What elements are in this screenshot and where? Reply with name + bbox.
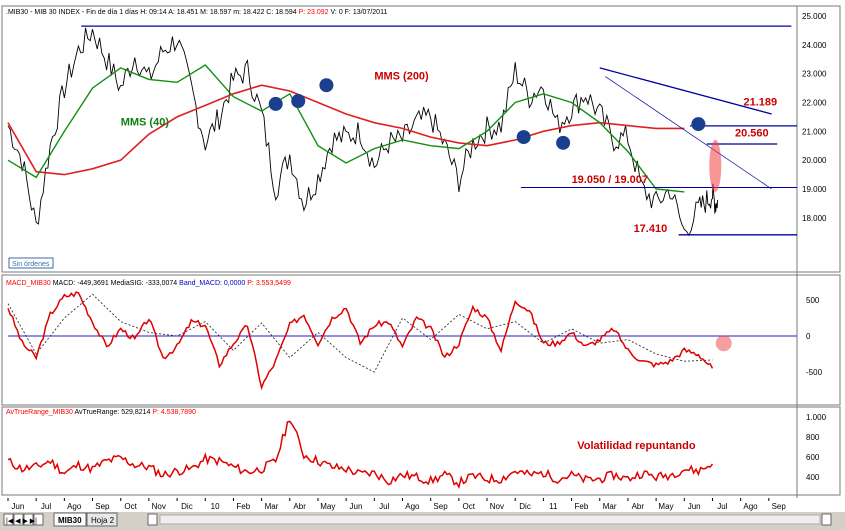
tab-mib30[interactable]: [53, 512, 87, 527]
horizontal-scrollbar[interactable]: [159, 514, 821, 525]
price-ytick-0: 18.000: [802, 214, 827, 223]
atr-ytick-1: 600: [806, 453, 820, 462]
crossover-marker-4: [556, 135, 571, 150]
x-tick-label-9: Mar: [265, 502, 279, 511]
x-tick-label-1: Jul: [41, 502, 51, 511]
tab-mib30-label: MIB30: [58, 516, 82, 525]
tab-hoja2[interactable]: [86, 512, 118, 527]
atr-annotation: Volatilidad repuntando: [577, 440, 696, 452]
x-tick-label-27: Sep: [772, 502, 787, 511]
axis-layer: Jun Jul Ago Sep Oct Nov Dic 10 Feb Mar Abr May Jun Ju…: [7, 498, 787, 511]
macd-layer: 500 0 -500: [7, 291, 823, 391]
crossover-marker-1: [291, 94, 306, 109]
price-annotation-4: 19.050 / 19.007: [572, 174, 648, 186]
nav-last-button[interactable]: [33, 513, 44, 526]
macd-signal-line: [7, 293, 713, 373]
x-tick-label-0: Jun: [11, 502, 24, 511]
price-annotation-3: 20.560: [735, 128, 769, 140]
price-ytick-5: 23.000: [802, 70, 827, 79]
orders-box[interactable]: [8, 257, 54, 269]
tab-hoja2-label: Hoja 2: [91, 516, 115, 525]
x-tick-label-17: Nov: [490, 502, 504, 511]
x-tick-label-23: May: [658, 502, 673, 511]
price-ytick-1: 19.000: [802, 185, 827, 194]
orders-label: Sin órdenes: [12, 261, 50, 268]
macd-line: [7, 291, 714, 391]
x-tick-label-10: Abr: [293, 502, 306, 511]
x-tick-label-25: Jul: [717, 502, 727, 511]
falling-trendline-thin: [605, 76, 772, 190]
x-tick-label-24: Jun: [688, 502, 701, 511]
macd-ytick-1: 0: [806, 332, 811, 341]
atr-header: AvTrueRange_MIB30 AvTrueRange: 529,8214 …: [6, 409, 196, 416]
price-annotation-2: 21.189: [743, 96, 777, 108]
price-ytick-7: 25.000: [802, 12, 827, 21]
x-tick-label-22: Abr: [632, 502, 645, 511]
price-annotation-5: 17.410: [634, 223, 668, 235]
price-annotation-0: MMS (200): [374, 70, 429, 82]
atr-layer: Volatilidad repuntando 400 600 800 1.000: [7, 413, 827, 489]
x-tick-label-15: Sep: [433, 502, 448, 511]
x-tick-label-6: Dic: [181, 502, 193, 511]
crossover-marker-2: [319, 78, 334, 93]
price-highlight-ellipse: [709, 139, 722, 192]
x-tick-label-26: Ago: [743, 502, 758, 511]
falling-trendline: [599, 67, 772, 115]
x-tick-label-7: 10: [211, 502, 220, 511]
macd-ytick-2: -500: [806, 368, 823, 377]
x-tick-label-18: Dic: [519, 502, 531, 511]
x-tick-label-16: Oct: [462, 502, 475, 511]
atr-line: [7, 420, 714, 489]
price-annotation-1: MMS (40): [121, 117, 170, 129]
x-tick-label-19: 11: [549, 502, 558, 511]
macd-pane: [1, 274, 841, 406]
scroll-left-button[interactable]: [147, 513, 158, 526]
price-layer: MMS (200) MMS (40) 21.189 20.560 19.050 / 19…: [7, 12, 827, 237]
nav-first-button[interactable]: [3, 513, 14, 526]
x-tick-label-12: Jun: [350, 502, 363, 511]
x-tick-label-21: Mar: [603, 502, 617, 511]
svg-text:|◀ ◀ ▶ ▶|: |◀ ◀ ▶ ▶|: [6, 518, 37, 525]
macd-header: MACD_MIB30 MACD: -449,3691 MediaSIG: -33…: [6, 280, 291, 287]
price-ytick-2: 20.000: [802, 156, 827, 165]
price-pane: [1, 5, 841, 273]
x-tick-label-13: Jul: [379, 502, 389, 511]
x-tick-label-5: Nov: [152, 502, 166, 511]
crossover-marker-5: [691, 117, 706, 132]
macd-highlight-circle: [715, 335, 732, 352]
atr-ytick-3: 1.000: [806, 413, 827, 422]
crossover-marker-3: [516, 130, 531, 145]
price-ytick-6: 24.000: [802, 41, 827, 50]
x-tick-label-8: Feb: [236, 502, 250, 511]
scroll-right-button[interactable]: [821, 513, 832, 526]
sma40-line: [7, 64, 685, 193]
nav-next-button[interactable]: [23, 513, 34, 526]
sma200-line: [7, 84, 685, 176]
tab-nav-buttons[interactable]: |◀ ◀ ▶ ▶|: [3, 513, 44, 526]
nav-prev-button[interactable]: [13, 513, 24, 526]
x-tick-label-11: May: [320, 502, 335, 511]
price-series-line: [7, 27, 719, 237]
x-tick-label-3: Sep: [95, 502, 110, 511]
x-tick-label-14: Ago: [405, 502, 420, 511]
atr-ytick-0: 400: [806, 473, 820, 482]
x-tick-label-20: Feb: [575, 502, 589, 511]
crossover-marker-0: [268, 96, 283, 111]
price-header: .MIB30 - MIB 30 INDEX - Fin de día 1 día…: [6, 9, 387, 16]
x-tick-label-4: Oct: [124, 502, 137, 511]
atr-ytick-2: 800: [806, 433, 820, 442]
x-tick-label-2: Ago: [67, 502, 82, 511]
price-ytick-4: 22.000: [802, 98, 827, 107]
price-ytick-3: 21.000: [802, 127, 827, 136]
macd-ytick-0: 500: [806, 296, 820, 305]
